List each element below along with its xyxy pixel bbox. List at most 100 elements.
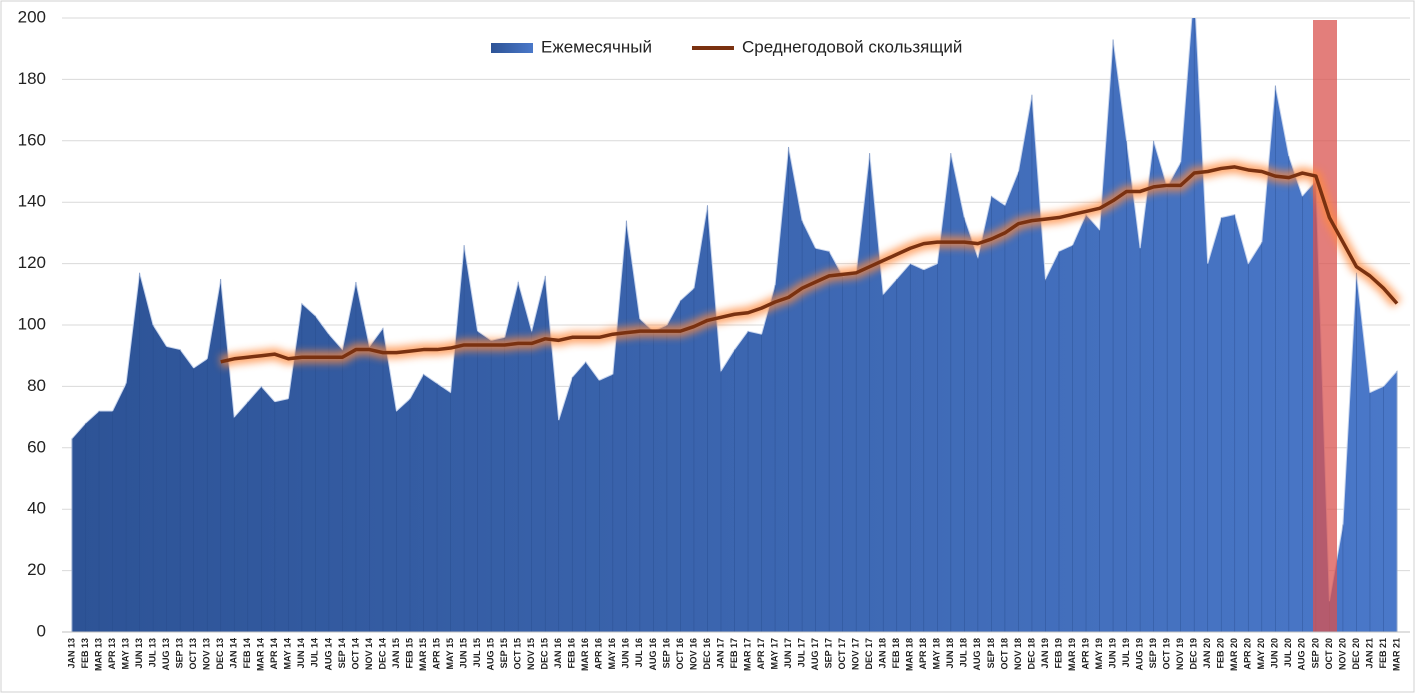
x-tick-label: JUL 19 (1121, 638, 1131, 667)
y-tick-label: 160 (18, 130, 46, 149)
x-tick-label: JAN 13 (66, 638, 76, 669)
x-tick-label: NOV 14 (364, 638, 374, 670)
x-tick-label: FEB 13 (80, 638, 90, 669)
x-tick-label: JAN 14 (229, 638, 239, 669)
x-tick-label: NOV 16 (688, 638, 698, 670)
x-tick-label: OCT 14 (350, 638, 360, 670)
x-tick-label: SEP 15 (499, 638, 509, 668)
x-tick-label: AUG 19 (1134, 638, 1144, 671)
x-tick-label: APR 18 (918, 638, 928, 670)
x-tick-label: FEB 18 (891, 638, 901, 669)
x-tick-label: FEB 16 (567, 638, 577, 669)
x-tick-label: JUL 14 (310, 638, 320, 667)
y-tick-label: 140 (18, 192, 46, 211)
x-tick-label: FEB 15 (404, 638, 414, 669)
x-tick-label: MAY 19 (1094, 638, 1104, 670)
legend-swatch (491, 43, 533, 53)
x-tick-label: JAN 17 (715, 638, 725, 669)
x-tick-label: SEP 20 (1310, 638, 1320, 668)
x-tick-label: DEC 20 (1351, 638, 1361, 670)
x-tick-label: NOV 17 (851, 638, 861, 670)
x-tick-label: NOV 13 (202, 638, 212, 670)
x-tick-label: DEC 14 (377, 638, 387, 670)
x-tick-label: JUN 16 (621, 638, 631, 669)
x-tick-label: MAR 17 (742, 638, 752, 671)
x-tick-label: OCT 19 (1162, 638, 1172, 670)
x-tick-label: SEP 17 (824, 638, 834, 668)
x-tick-label: MAR 13 (93, 638, 103, 671)
x-tick-label: APR 15 (431, 638, 441, 670)
x-tick-label: NOV 18 (1013, 638, 1023, 670)
x-tick-label: JAN 16 (553, 638, 563, 669)
x-tick-label: MAR 15 (418, 638, 428, 671)
x-tick-label: FEB 19 (1053, 638, 1063, 669)
x-tick-label: MAR 19 (1067, 638, 1077, 671)
x-tick-label: APR 13 (107, 638, 117, 670)
legend-label: Среднегодовой скользящий (742, 37, 962, 56)
x-tick-label: OCT 18 (999, 638, 1009, 670)
x-tick-label: AUG 17 (810, 638, 820, 671)
x-tick-label: JAN 18 (878, 638, 888, 669)
x-tick-label: DEC 16 (702, 638, 712, 670)
x-tick-label: MAR 18 (905, 638, 915, 671)
area (71, 18, 1398, 632)
x-tick-label: OCT 15 (513, 638, 523, 670)
x-tick-label: JUN 13 (134, 638, 144, 669)
x-tick-label: MAY 17 (769, 638, 779, 670)
x-tick-label: MAY 13 (120, 638, 130, 670)
x-tick-label: AUG 13 (161, 638, 171, 671)
x-tick-label: JUN 18 (945, 638, 955, 669)
x-tick-label: FEB 21 (1378, 638, 1388, 669)
x-tick-label: MAY 20 (1256, 638, 1266, 670)
y-tick-label: 80 (27, 376, 46, 395)
x-tick-label: SEP 13 (175, 638, 185, 668)
x-tick-label: SEP 14 (337, 638, 347, 668)
x-tick-label: OCT 20 (1324, 638, 1334, 670)
highlight-band (1313, 20, 1337, 632)
x-tick-label: FEB 14 (242, 638, 252, 669)
x-tick-label: NOV 19 (1175, 638, 1185, 670)
x-tick-label: DEC 17 (864, 638, 874, 670)
y-tick-label: 60 (27, 437, 46, 456)
x-tick-label: JUL 15 (472, 638, 482, 667)
x-tick-label: JUN 14 (296, 638, 306, 669)
x-tick-label: APR 14 (269, 638, 279, 670)
x-tick-label: JUN 19 (1107, 638, 1117, 669)
x-tick-label: APR 16 (594, 638, 604, 670)
x-tick-label: SEP 18 (986, 638, 996, 668)
x-tick-label: NOV 15 (526, 638, 536, 670)
y-tick-label: 40 (27, 499, 46, 518)
x-tick-label: JAN 19 (1040, 638, 1050, 669)
x-tick-label: APR 19 (1080, 638, 1090, 670)
x-tick-label: NOV 20 (1337, 638, 1347, 670)
y-tick-label: 20 (27, 560, 46, 579)
legend-label: Ежемесячный (541, 37, 652, 56)
x-tick-label: APR 20 (1243, 638, 1253, 670)
x-tick-label: MAR 20 (1229, 638, 1239, 671)
x-tick-label: OCT 16 (675, 638, 685, 670)
line (220, 165, 1399, 364)
x-tick-label: FEB 17 (729, 638, 739, 669)
x-tick-label: JAN 21 (1364, 638, 1374, 669)
x-tick-label: MAY 14 (283, 638, 293, 670)
y-tick-label: 180 (18, 69, 46, 88)
x-tick-label: OCT 13 (188, 638, 198, 670)
x-tick-label: JUN 17 (783, 638, 793, 669)
x-tick-label: JUL 16 (634, 638, 644, 667)
x-tick-label: DEC 13 (215, 638, 225, 670)
y-tick-label: 200 (18, 7, 46, 26)
x-tick-label: MAY 18 (932, 638, 942, 670)
x-tick-label: OCT 17 (837, 638, 847, 670)
x-tick-label: JAN 15 (391, 638, 401, 669)
x-tick-label: MAY 15 (445, 638, 455, 670)
x-tick-label: AUG 14 (323, 638, 333, 671)
y-tick-label: 100 (18, 314, 46, 333)
x-tick-label: AUG 20 (1297, 638, 1307, 671)
x-tick-label: DEC 15 (540, 638, 550, 670)
x-tick-label: JUL 20 (1283, 638, 1293, 667)
x-tick-label: FEB 20 (1216, 638, 1226, 669)
x-tick-label: MAR 14 (256, 638, 266, 671)
x-tick-label: MAR 21 (1391, 638, 1401, 671)
